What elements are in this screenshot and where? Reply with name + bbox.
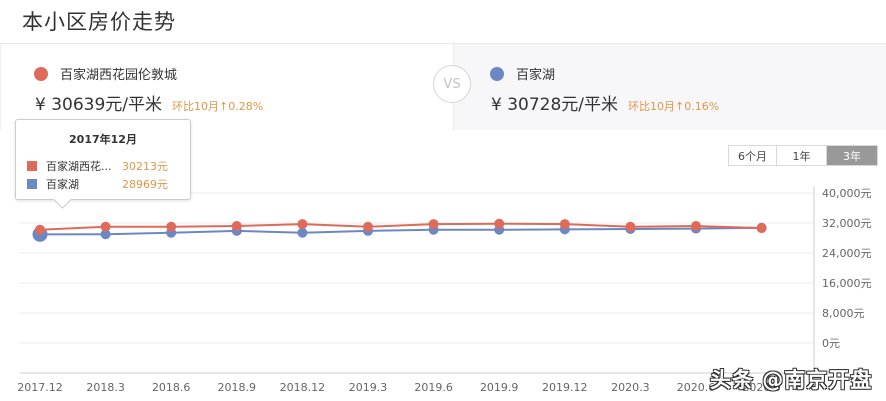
series-line: [39, 222, 762, 231]
data-point[interactable]: [297, 227, 308, 238]
x-tick-label: 2018.6: [151, 381, 191, 394]
x-tick-label: 2019.6: [414, 381, 453, 394]
area-price: ¥ 30728元/平米: [491, 95, 619, 115]
tooltip-swatch-area: [27, 179, 37, 189]
tab-3-years[interactable]: 3年: [827, 146, 877, 165]
data-point[interactable]: [297, 219, 308, 230]
data-point[interactable]: [100, 221, 111, 232]
community-price: ¥ 30639元/平米: [35, 95, 163, 115]
area-name: 百家湖: [516, 68, 556, 83]
data-point[interactable]: [494, 218, 505, 229]
tooltip-value-community: 30213元: [122, 160, 168, 173]
tab-1-year[interactable]: 1年: [777, 146, 827, 165]
series-line: [39, 226, 762, 236]
area-change: 环比10月↑0.16%: [628, 100, 720, 113]
area-price-row: ¥ 30728元/平米 环比10月↑0.16%: [491, 90, 719, 115]
data-point[interactable]: [363, 221, 373, 232]
data-point[interactable]: [35, 224, 45, 235]
data-point[interactable]: [625, 221, 636, 232]
comparison-panel: 百家湖西花园伦敦城 ¥ 30639元/平米 环比10月↑0.28% 百家湖 ¥ …: [0, 43, 886, 130]
y-tick-label: 8,000元: [822, 307, 865, 320]
data-point[interactable]: [166, 221, 177, 232]
community-change: 环比10月↑0.28%: [172, 100, 264, 113]
data-point[interactable]: [100, 229, 111, 240]
tooltip-swatch-community: [27, 161, 37, 171]
area-summary: 百家湖 ¥ 30728元/平米 环比10月↑0.16%: [453, 44, 886, 130]
watermark: 头条 @南京开盘: [710, 368, 873, 392]
y-tick-label: 24,000元: [822, 247, 872, 260]
chart-gridlines: [20, 192, 814, 344]
x-tick-label: 2020.3: [611, 381, 650, 394]
time-range-tabs: 6个月 1年 3年: [728, 145, 878, 166]
community-name: 百家湖西花园伦敦城: [60, 68, 178, 83]
x-tick-label: 2018.12: [279, 381, 326, 394]
x-tick-label: 2018.9: [217, 381, 257, 394]
community-price-row: ¥ 30639元/平米 环比10月↑0.28%: [35, 90, 263, 115]
vs-badge: VS: [433, 65, 471, 103]
tooltip-name-community: 百家湖西花...: [46, 160, 112, 173]
community-name-row: 百家湖西花园伦敦城: [34, 64, 177, 83]
y-tick-label: 16,000元: [822, 277, 872, 290]
tooltip-name-area: 百家湖: [46, 178, 79, 191]
chart-series: [32, 218, 767, 242]
x-tick-label: 2019.3: [348, 381, 388, 394]
area-color-dot: [490, 66, 504, 81]
x-tick-label: 2020.6: [676, 381, 716, 394]
y-tick-label: 32,000元: [822, 217, 872, 230]
page-title: 本小区房价走势: [22, 10, 176, 34]
y-tick-label: 40,000元: [822, 187, 872, 200]
data-point[interactable]: [756, 223, 767, 234]
data-point[interactable]: [691, 221, 701, 231]
community-summary: 百家湖西花园伦敦城 ¥ 30639元/平米 环比10月↑0.28%: [1, 44, 453, 130]
data-point[interactable]: [231, 221, 242, 231]
area-name-row: 百家湖: [490, 64, 555, 83]
x-tick-label: 2020.9: [742, 381, 781, 394]
x-tick-label: 2017.12: [17, 381, 63, 394]
tooltip-title: 2017年12月: [69, 133, 137, 146]
chart-tooltip: 2017年12月 百家湖西花... 30213元 百家湖 28969元: [15, 119, 191, 200]
data-point[interactable]: [559, 219, 570, 230]
tooltip-row-area: 百家湖 28969元: [27, 176, 168, 192]
tooltip-row-community: 百家湖西花... 30213元: [27, 158, 168, 174]
x-tick-label: 2019.12: [542, 381, 588, 394]
data-point[interactable]: [428, 219, 439, 230]
tab-6-months[interactable]: 6个月: [729, 146, 777, 165]
community-color-dot: [34, 66, 48, 81]
x-tick-label: 2018.3: [86, 381, 125, 394]
x-tick-label: 2019.9: [479, 381, 519, 394]
y-tick-label: 0元: [822, 337, 840, 350]
tooltip-value-area: 28969元: [122, 178, 168, 191]
